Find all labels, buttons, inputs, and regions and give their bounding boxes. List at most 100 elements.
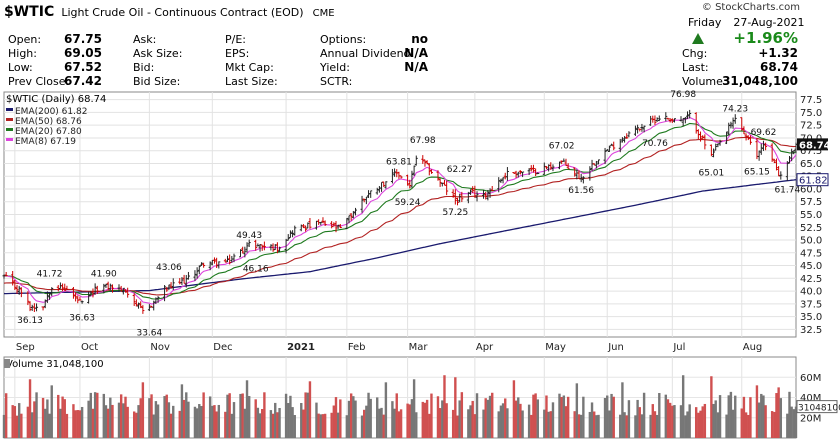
volume-bar bbox=[762, 395, 765, 438]
price-annotation: 69.62 bbox=[751, 128, 777, 138]
ohlc-bar bbox=[301, 224, 305, 229]
ohlc-bar bbox=[603, 147, 607, 165]
x-tick-label: Oct bbox=[81, 342, 98, 353]
volume-bar bbox=[486, 399, 490, 438]
volume-bar bbox=[593, 411, 596, 438]
volume-bar bbox=[441, 400, 444, 438]
volume-bar bbox=[345, 415, 349, 438]
ohlc-bar bbox=[182, 274, 186, 284]
ohlc-bar bbox=[293, 225, 297, 236]
ohlc-bar bbox=[666, 117, 670, 120]
ohlc-bar bbox=[725, 131, 729, 145]
ohlc-bar bbox=[709, 144, 713, 157]
volume-bar bbox=[106, 408, 110, 438]
volume-bar bbox=[391, 401, 394, 438]
ohlc-bar bbox=[531, 164, 535, 173]
volume-bar bbox=[649, 414, 652, 438]
ohlc-bar bbox=[469, 189, 473, 195]
volume-bar bbox=[451, 409, 455, 438]
volume-bar bbox=[777, 387, 780, 438]
ohlc-bar bbox=[336, 224, 340, 229]
volume-bar bbox=[354, 400, 357, 438]
volume-value: 31,048,100 bbox=[722, 74, 798, 88]
ohlc-bar bbox=[785, 161, 789, 181]
up-arrow-icon bbox=[692, 33, 704, 44]
volume-bar bbox=[482, 409, 485, 438]
volume-bar bbox=[577, 414, 581, 438]
volume-bar bbox=[467, 409, 470, 438]
volume-bar bbox=[61, 396, 64, 438]
volume-tick-label: 20M bbox=[800, 413, 821, 424]
volume-bar bbox=[564, 406, 568, 438]
volume-bar bbox=[74, 410, 77, 438]
volume-bar bbox=[681, 375, 685, 438]
volume-bar bbox=[330, 412, 333, 438]
ohlc-bar bbox=[625, 133, 629, 139]
volume-bar bbox=[775, 393, 778, 438]
ohlc-bar bbox=[772, 158, 776, 164]
chg-value: +1.32 bbox=[758, 46, 798, 60]
volume-bar bbox=[228, 393, 231, 438]
volume-bar bbox=[182, 399, 186, 438]
ohlc-bar bbox=[579, 173, 583, 183]
volume-bar bbox=[694, 407, 698, 438]
volume-bar bbox=[551, 402, 555, 438]
volume-bar bbox=[57, 394, 60, 438]
ohlc-bar bbox=[688, 109, 692, 119]
volume-bar bbox=[41, 397, 45, 438]
price-annotation: 36.13 bbox=[17, 316, 43, 326]
ohlc-bar bbox=[223, 258, 227, 263]
volume-bar bbox=[573, 411, 576, 438]
volume-bar bbox=[148, 398, 151, 438]
volume-bar bbox=[415, 412, 418, 438]
volume-bar bbox=[770, 411, 774, 438]
open-label: Open: bbox=[8, 33, 42, 46]
ohlc-bar bbox=[375, 187, 379, 195]
ohlc-bar bbox=[137, 302, 141, 309]
volume-bar bbox=[642, 392, 646, 438]
price-annotation: 70.76 bbox=[642, 139, 668, 149]
ohlc-bar bbox=[640, 123, 644, 132]
ohlc-bar bbox=[742, 126, 746, 135]
volume-bar bbox=[595, 415, 598, 438]
ohlc-bar bbox=[672, 118, 676, 123]
price-annotation: 41.90 bbox=[91, 269, 117, 279]
volume-bar bbox=[80, 406, 84, 438]
ohlc-bar bbox=[241, 246, 245, 254]
ohlc-bar bbox=[102, 283, 106, 294]
ohlc-bar bbox=[562, 158, 566, 162]
last-value: 68.74 bbox=[760, 60, 798, 74]
price-tick-label: 45.0 bbox=[800, 261, 822, 272]
volume-bar bbox=[48, 413, 51, 438]
quote-header: $WTIC Light Crude Oil - Continuous Contr… bbox=[0, 0, 840, 90]
volume-panel-title: Volume 31,048,100 bbox=[6, 359, 104, 370]
price-volume-chart: 32.5 35.0 37.540.0 42.5 45.0 47.550.0 52.5 55.0… bbox=[2, 90, 840, 439]
volume-bar bbox=[397, 411, 401, 438]
volume-bar bbox=[300, 402, 303, 438]
volume-bar bbox=[536, 399, 539, 438]
volume-bar bbox=[293, 415, 296, 438]
price-tick-label: 67.5 bbox=[800, 146, 822, 157]
ohlc-bar bbox=[612, 141, 616, 151]
ohlc-bar bbox=[412, 165, 416, 176]
last-price-badge-text: 68.74 bbox=[799, 140, 831, 151]
volume-bar bbox=[393, 408, 396, 438]
price-tick-label: 57.5 bbox=[800, 197, 822, 208]
ohlc-bar bbox=[718, 139, 722, 146]
volume-bar bbox=[606, 395, 609, 438]
ohlc-bar bbox=[712, 148, 716, 158]
ohlc-bar bbox=[63, 283, 67, 292]
volume-bar bbox=[239, 393, 242, 438]
volume-bar bbox=[779, 398, 783, 438]
ohlc-bar bbox=[347, 215, 351, 224]
volume-bar bbox=[749, 397, 752, 438]
ohlc-bar bbox=[212, 257, 216, 264]
ohlc-bar bbox=[518, 170, 522, 175]
volume-bar bbox=[117, 402, 121, 438]
ohlc-bar bbox=[35, 303, 39, 312]
volume-bar bbox=[506, 408, 509, 438]
ohlc-bar bbox=[501, 177, 505, 184]
volume-bar bbox=[17, 403, 21, 438]
ohlc-bar bbox=[544, 166, 548, 170]
volume-bar bbox=[31, 412, 34, 438]
